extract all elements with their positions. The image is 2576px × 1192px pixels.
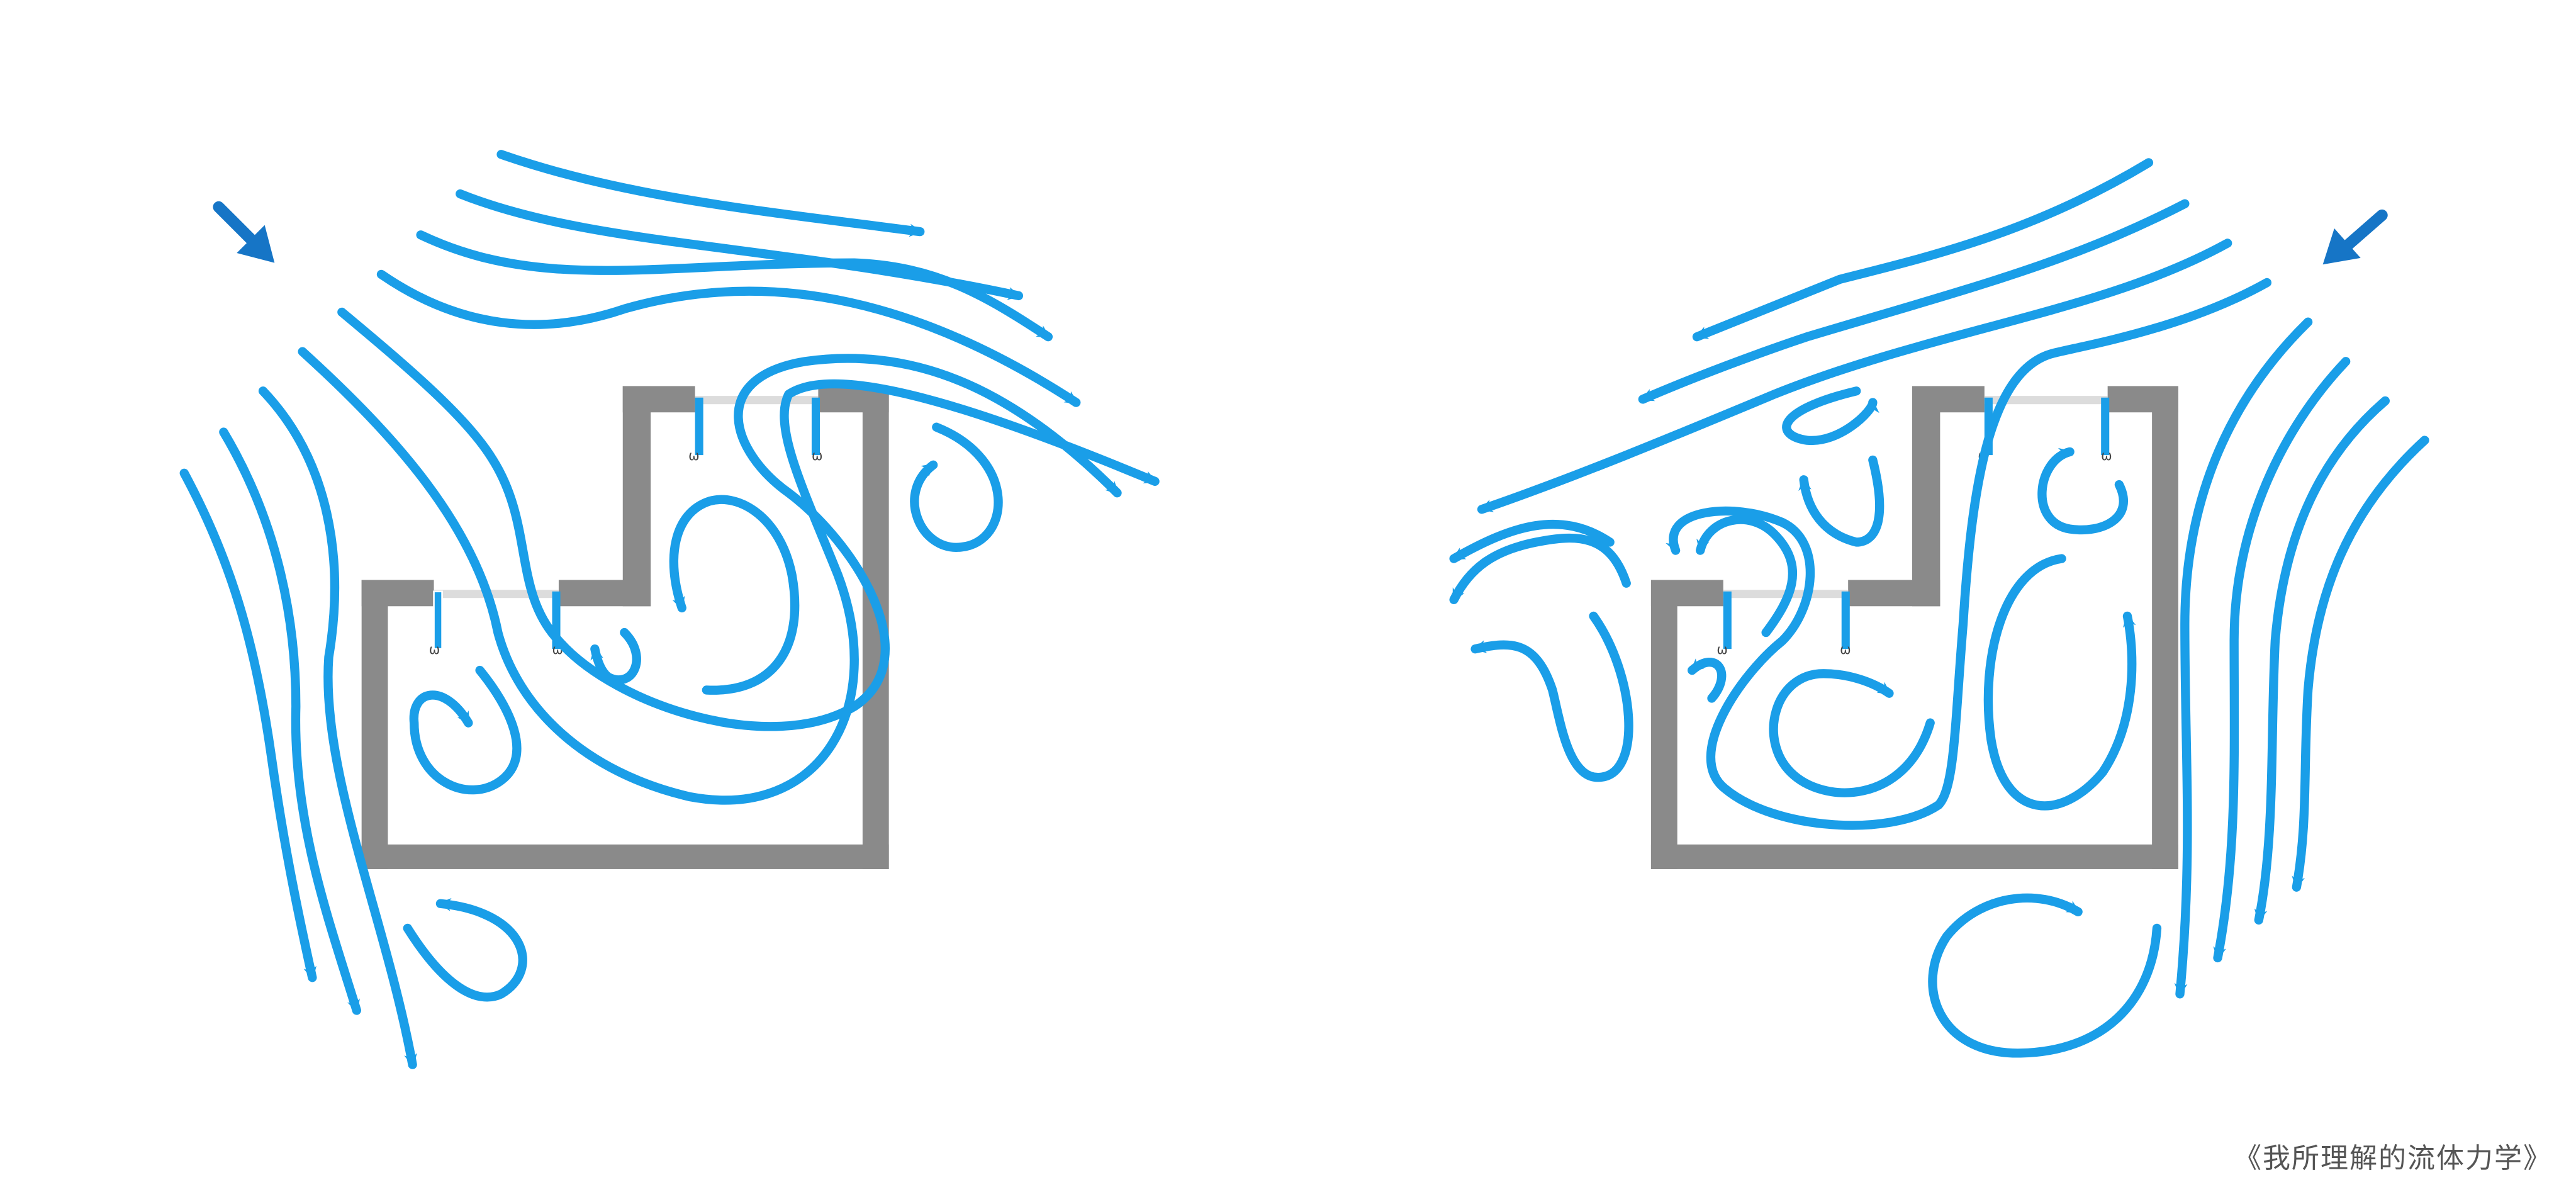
left-streamline-1: [496, 150, 925, 237]
left-streamline-5: [337, 307, 1122, 731]
right-streamline-13: [1449, 533, 1631, 605]
left-streamline-13: [910, 422, 1003, 552]
source-caption: 《我所理解的流体力学》: [2234, 1142, 2552, 1174]
right-streamline-7: [2254, 396, 2390, 925]
left-streamline-8: [219, 427, 362, 1015]
right-plan: ω ω ω ω: [1449, 158, 2429, 1058]
svg-text:ω: ω: [1840, 642, 1851, 657]
left-streamlines: [179, 150, 1160, 1069]
svg-text:ω: ω: [688, 448, 699, 463]
right-building-walls: [1650, 386, 2178, 869]
left-streamline-10: [669, 495, 800, 695]
svg-text:ω: ω: [812, 448, 822, 463]
left-plan: ω ω ω ω: [179, 150, 1160, 1069]
left-streamline-4: [376, 269, 1081, 407]
right-streamline-2: [1638, 199, 2190, 404]
left-streamline-12: [590, 627, 641, 685]
right-streamline-6: [2213, 357, 2351, 963]
right-streamline-4: [1666, 278, 2272, 830]
right-streamline-16: [1798, 455, 1884, 547]
left-streamline-14: [403, 897, 527, 1002]
right-streamline-12: [1928, 893, 2162, 1058]
right-streamlines: [1449, 158, 2429, 1058]
right-streamline-1: [1692, 158, 2154, 342]
right-streamline-14: [1449, 519, 1615, 563]
left-streamline-11: [409, 665, 522, 795]
right-streamline-17: [1782, 386, 1879, 445]
right-streamline-15: [1470, 611, 1633, 782]
left-streamline-3: [416, 230, 1053, 342]
right-streamline-9: [2037, 447, 2128, 535]
svg-text:ω: ω: [2101, 448, 2112, 463]
left-building-walls: [361, 386, 889, 869]
right-streamline-11: [1769, 669, 1935, 797]
left-streamline-6: [298, 347, 1160, 805]
right-streamline-10: [1983, 554, 2137, 811]
left-streamline-9: [179, 468, 317, 982]
right-streamline-3: [1477, 239, 2232, 514]
left-streamline-2: [456, 189, 1024, 301]
right-streamline-8: [2292, 436, 2429, 892]
svg-text:ω: ω: [1716, 642, 1727, 657]
left-wind-arrow: [213, 201, 275, 263]
right-streamline-5: [2174, 317, 2313, 999]
right-streamline-18: [1696, 515, 1798, 638]
left-streamline-7: [258, 386, 417, 1069]
svg-text:ω: ω: [429, 642, 440, 657]
right-wind-arrow: [2322, 209, 2388, 265]
right-streamline-19: [1688, 658, 1727, 703]
